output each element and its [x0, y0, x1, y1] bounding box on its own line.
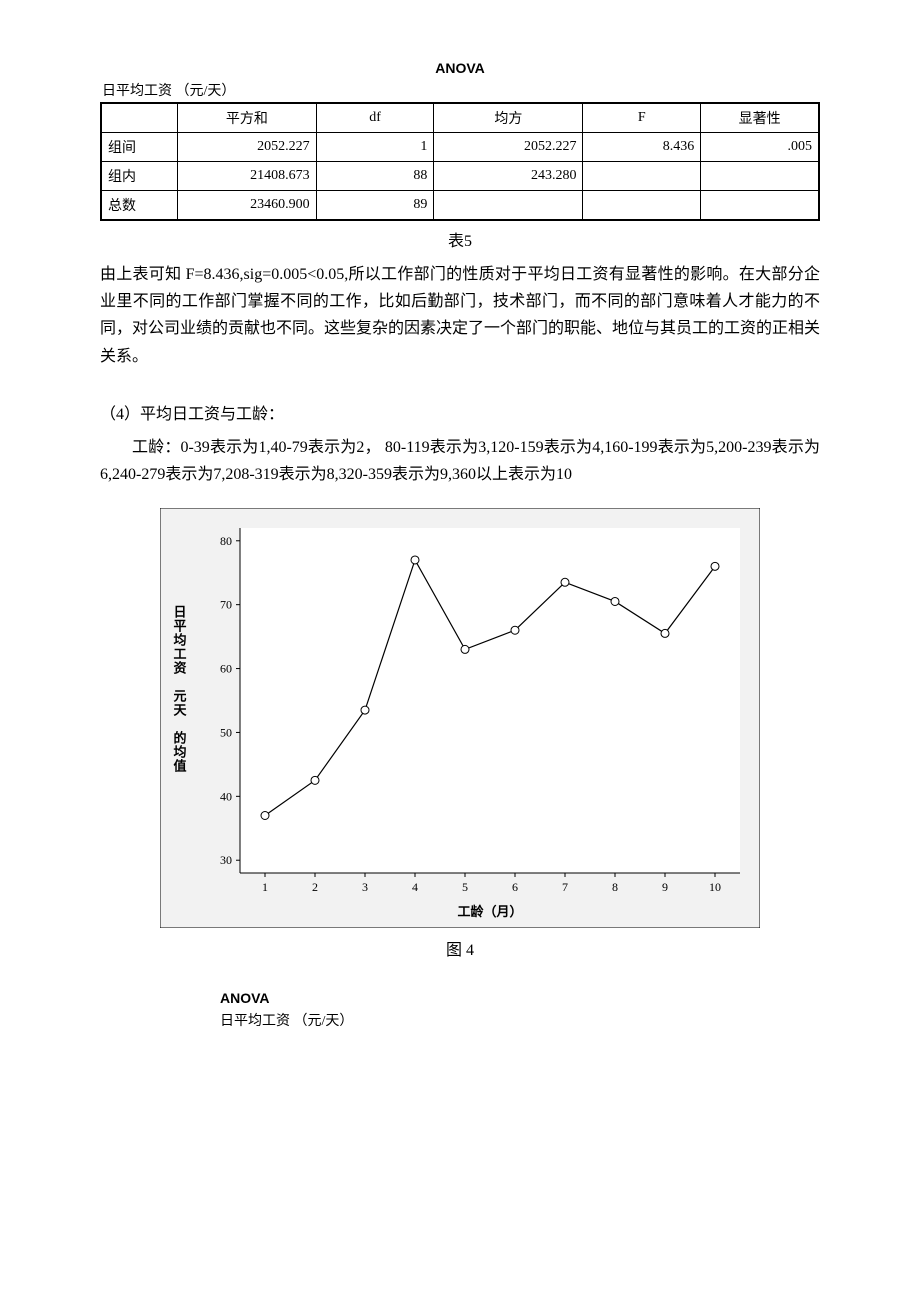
svg-text:5: 5: [462, 880, 468, 894]
col-blank: [101, 103, 178, 133]
svg-text:的: 的: [173, 731, 186, 746]
svg-text:7: 7: [562, 880, 568, 894]
cell: 2052.227: [178, 133, 317, 162]
anova-title-2: ANOVA: [100, 990, 820, 1006]
svg-text:9: 9: [662, 880, 668, 894]
svg-text:2: 2: [312, 880, 318, 894]
cell: [701, 162, 819, 191]
paragraph-1: 由上表可知 F=8.436,sig=0.005<0.05,所以工作部门的性质对于…: [100, 261, 820, 370]
cell: 88: [316, 162, 434, 191]
svg-text:资: 资: [173, 661, 186, 676]
cell: 23460.900: [178, 191, 317, 221]
svg-text:工: 工: [173, 647, 186, 662]
svg-text:3: 3: [362, 880, 368, 894]
section-4-body: 工龄：0-39表示为1,40-79表示为2， 80-119表示为3,120-15…: [100, 434, 820, 488]
col-ms: 均方: [434, 103, 583, 133]
table-row: 总数 23460.900 89: [101, 191, 819, 221]
cell: 8.436: [583, 133, 701, 162]
line-chart: 30405060708012345678910工龄（月）日平均工资 元天 的均值: [160, 508, 760, 928]
row-label: 总数: [101, 191, 178, 221]
table-caption-1: 表5: [100, 227, 820, 251]
svg-text:天: 天: [173, 703, 187, 718]
svg-text:50: 50: [220, 726, 232, 740]
svg-text:6: 6: [512, 880, 518, 894]
cell: 243.280: [434, 162, 583, 191]
cell: [583, 191, 701, 221]
svg-text:60: 60: [220, 662, 232, 676]
anova-title-1: ANOVA: [100, 60, 820, 76]
cell: [701, 191, 819, 221]
table-row: 组内 21408.673 88 243.280: [101, 162, 819, 191]
svg-text:70: 70: [220, 598, 232, 612]
col-sig: 显著性: [701, 103, 819, 133]
svg-text:40: 40: [220, 789, 232, 803]
anova-depvar-2: 日平均工资 （元/天）: [100, 1010, 820, 1030]
section-4-head: （4）平均日工资与工龄：: [100, 400, 820, 424]
cell: 89: [316, 191, 434, 221]
col-ss: 平方和: [178, 103, 317, 133]
cell: [434, 191, 583, 221]
row-label: 组间: [101, 133, 178, 162]
row-label: 组内: [101, 162, 178, 191]
svg-text:8: 8: [612, 880, 618, 894]
chart-caption: 图 4: [100, 936, 820, 960]
chart-container: 30405060708012345678910工龄（月）日平均工资 元天 的均值: [100, 508, 820, 928]
svg-text:均: 均: [173, 633, 186, 648]
cell: 21408.673: [178, 162, 317, 191]
svg-text:日: 日: [173, 605, 186, 620]
col-f: F: [583, 103, 701, 133]
svg-text:均: 均: [173, 745, 186, 760]
svg-text:平: 平: [173, 619, 186, 634]
svg-text:工龄（月）: 工龄（月）: [457, 904, 522, 919]
svg-text:10: 10: [709, 880, 721, 894]
cell: 1: [316, 133, 434, 162]
svg-text:1: 1: [262, 880, 268, 894]
cell: [583, 162, 701, 191]
col-df: df: [316, 103, 434, 133]
anova-table-1: 平方和 df 均方 F 显著性 组间 2052.227 1 2052.227 8…: [100, 102, 820, 221]
table-row: 组间 2052.227 1 2052.227 8.436 .005: [101, 133, 819, 162]
svg-text:80: 80: [220, 534, 232, 548]
svg-text:30: 30: [220, 853, 232, 867]
anova-depvar-1: 日平均工资 （元/天）: [100, 80, 820, 100]
svg-text:元: 元: [173, 689, 186, 704]
cell: .005: [701, 133, 819, 162]
svg-text:4: 4: [412, 880, 418, 894]
svg-text:值: 值: [173, 759, 186, 774]
table-header-row: 平方和 df 均方 F 显著性: [101, 103, 819, 133]
cell: 2052.227: [434, 133, 583, 162]
